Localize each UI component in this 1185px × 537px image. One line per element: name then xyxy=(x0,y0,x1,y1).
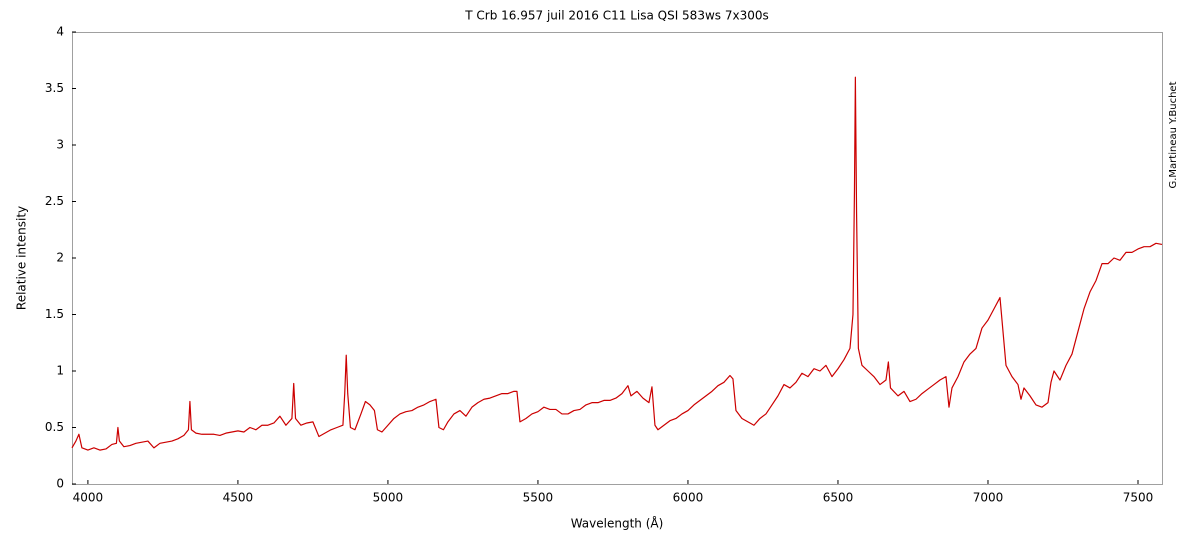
y-tick-label: 1 xyxy=(56,364,64,378)
x-tick-label: 6500 xyxy=(823,491,854,505)
x-tick-label: 5000 xyxy=(373,491,404,505)
y-tick-label: 3.5 xyxy=(45,81,64,95)
y-tick-label: 0.5 xyxy=(45,420,64,434)
y-tick-label: 0 xyxy=(56,477,64,491)
x-tick-label: 5500 xyxy=(523,491,554,505)
x-tick-label: 7000 xyxy=(973,491,1004,505)
y-axis-label: Relative intensity xyxy=(15,206,29,310)
x-tick-label: 4000 xyxy=(73,491,104,505)
y-tick-label: 1.5 xyxy=(45,307,64,321)
credit: G.Martineau Y.Buchet xyxy=(1168,81,1179,188)
chart-title: T Crb 16.957 juil 2016 C11 Lisa QSI 583w… xyxy=(464,9,768,23)
y-tick-label: 2.5 xyxy=(45,194,64,208)
x-tick-label: 6000 xyxy=(673,491,704,505)
spectrum-line xyxy=(71,76,1163,451)
x-axis-label: Wavelength (Å) xyxy=(571,516,664,531)
y-tick-label: 2 xyxy=(56,251,64,265)
x-tick-label: 7500 xyxy=(1123,491,1154,505)
y-tick-label: 4 xyxy=(56,25,64,39)
y-tick-label: 3 xyxy=(56,138,64,152)
x-tick-label: 4500 xyxy=(223,491,254,505)
